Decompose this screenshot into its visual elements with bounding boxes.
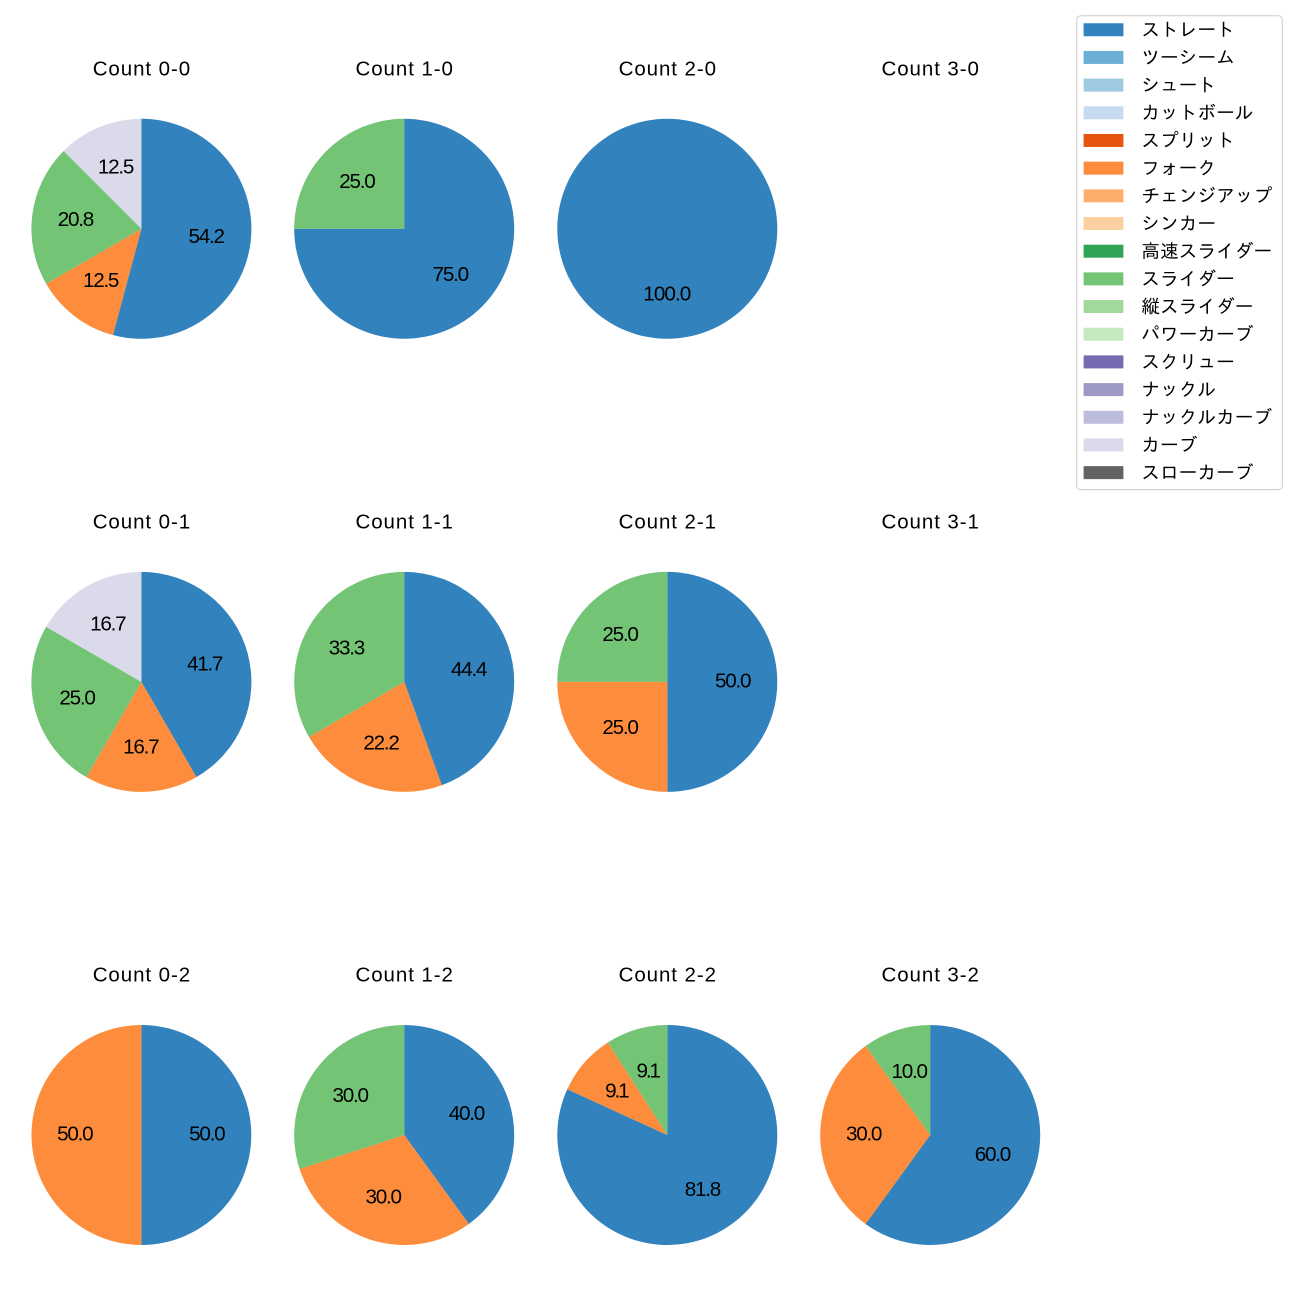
svg-text:25.0: 25.0 <box>339 170 376 193</box>
svg-text:Count 2-1: Count 2-1 <box>619 510 716 533</box>
svg-text:50.0: 50.0 <box>57 1123 94 1146</box>
svg-text:33.3: 33.3 <box>329 637 366 660</box>
svg-text:Count 0-1: Count 0-1 <box>93 510 190 533</box>
svg-text:41.7: 41.7 <box>187 652 224 675</box>
svg-text:20.8: 20.8 <box>58 208 95 231</box>
svg-text:40.0: 40.0 <box>449 1102 486 1125</box>
svg-text:22.2: 22.2 <box>363 732 400 755</box>
svg-text:50.0: 50.0 <box>189 1123 226 1146</box>
svg-text:Count 2-2: Count 2-2 <box>619 964 716 987</box>
svg-text:16.7: 16.7 <box>123 736 160 759</box>
svg-text:44.4: 44.4 <box>451 658 488 681</box>
svg-text:54.2: 54.2 <box>189 225 226 248</box>
svg-text:81.8: 81.8 <box>685 1178 722 1201</box>
svg-text:Count 1-0: Count 1-0 <box>356 57 453 80</box>
svg-text:100.0: 100.0 <box>643 282 691 305</box>
svg-text:Count 0-2: Count 0-2 <box>93 964 190 987</box>
svg-text:30.0: 30.0 <box>333 1084 370 1107</box>
svg-text:9.1: 9.1 <box>605 1079 630 1102</box>
svg-text:60.0: 60.0 <box>975 1143 1012 1166</box>
svg-text:30.0: 30.0 <box>366 1185 403 1208</box>
svg-text:Count 3-2: Count 3-2 <box>882 964 979 987</box>
svg-text:25.0: 25.0 <box>59 687 96 710</box>
svg-text:16.7: 16.7 <box>90 612 126 635</box>
svg-text:Count 1-1: Count 1-1 <box>356 510 453 533</box>
svg-text:Count 2-0: Count 2-0 <box>619 57 716 80</box>
svg-text:9.1: 9.1 <box>636 1059 661 1082</box>
svg-text:12.5: 12.5 <box>83 269 120 292</box>
svg-text:12.5: 12.5 <box>98 155 135 178</box>
svg-text:50.0: 50.0 <box>715 670 752 693</box>
svg-text:10.0: 10.0 <box>892 1060 929 1083</box>
svg-text:Count 3-1: Count 3-1 <box>882 510 979 533</box>
svg-text:30.0: 30.0 <box>846 1123 883 1146</box>
svg-text:Count 0-0: Count 0-0 <box>93 57 190 80</box>
svg-text:75.0: 75.0 <box>433 263 470 286</box>
svg-text:25.0: 25.0 <box>602 716 639 739</box>
svg-text:25.0: 25.0 <box>602 623 639 646</box>
svg-text:Count 1-2: Count 1-2 <box>356 964 453 987</box>
svg-text:Count 3-0: Count 3-0 <box>882 57 979 80</box>
